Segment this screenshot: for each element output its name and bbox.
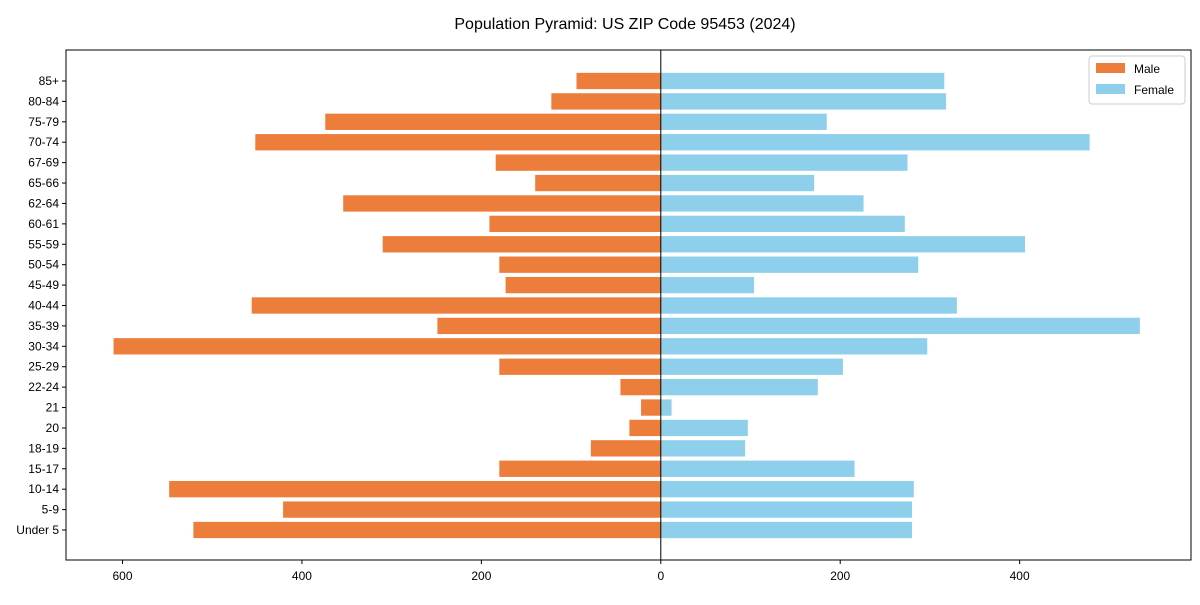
y-tick-label: 22-24 [28,380,59,394]
x-tick-label: 600 [113,569,133,583]
bar-male-Under 5 [193,521,661,539]
bar-female-22-24 [660,378,818,396]
y-tick-label: 55-59 [28,237,59,251]
bar-male-60-61 [489,215,661,233]
bar-male-15-17 [499,460,661,477]
bar-female-65-66 [660,174,815,192]
bar-male-75-79 [325,113,661,130]
bar-male-20 [629,419,661,437]
x-tick-label: 200 [471,569,491,583]
bar-male-85+ [576,72,661,90]
bar-male-30-34 [113,338,661,355]
bar-female-18-19 [660,440,746,457]
bar-male-18-19 [590,440,661,457]
x-tick-label: 400 [292,569,312,583]
bar-male-67-69 [495,154,661,171]
y-tick-label: 75-79 [28,115,59,129]
y-tick-label: Under 5 [16,523,59,537]
bar-female-67-69 [660,154,908,171]
x-tick-label: 400 [1010,569,1030,583]
legend-label-male: Male [1134,62,1160,76]
y-tick-label: 85+ [39,74,59,88]
chart-title: Population Pyramid: US ZIP Code 95453 (2… [454,16,795,33]
bar-male-21 [641,399,661,416]
y-tick-label: 5-9 [42,503,60,517]
bar-male-5-9 [283,501,661,518]
y-tick-label: 62-64 [28,196,59,210]
bar-female-62-64 [660,195,864,212]
legend-swatch-male [1096,63,1125,73]
legend-label-female: Female [1134,83,1174,97]
y-tick-label: 25-29 [28,360,59,374]
bar-female-21 [660,399,672,416]
legend-swatch-female [1096,84,1125,94]
bar-female-75-79 [660,113,827,130]
bar-female-85+ [660,72,945,90]
bar-female-30-34 [660,338,928,355]
bar-female-60-61 [660,215,905,233]
y-tick-label: 21 [46,401,60,415]
y-tick-label: 60-61 [28,217,59,231]
bar-female-80-84 [660,93,947,110]
bar-female-70-74 [660,134,1090,151]
bar-male-80-84 [551,93,661,110]
y-tick-label: 18-19 [28,441,59,455]
bar-male-50-54 [499,256,661,273]
bar-female-15-17 [660,460,855,477]
bar-female-5-9 [660,501,912,518]
bar-male-40-44 [251,297,661,314]
y-tick-label: 45-49 [28,278,59,292]
bar-female-20 [660,419,748,437]
y-tick-label: 15-17 [28,462,59,476]
y-tick-label: 10-14 [28,482,59,496]
bar-female-45-49 [660,276,755,294]
bar-female-50-54 [660,256,919,273]
bar-male-35-39 [437,317,661,335]
y-tick-label: 65-66 [28,176,59,190]
y-tick-label: 50-54 [28,258,59,272]
y-tick-label: 70-74 [28,135,59,149]
y-tick-label: 30-34 [28,339,59,353]
bar-female-Under 5 [660,521,912,539]
x-tick-label: 200 [830,569,850,583]
bar-male-62-64 [343,195,661,212]
bar-female-25-29 [660,358,843,375]
bar-female-40-44 [660,297,957,314]
bar-male-25-29 [499,358,661,375]
y-tick-label: 35-39 [28,319,59,333]
y-tick-label: 20 [46,421,60,435]
bar-male-55-59 [382,236,661,253]
bar-female-35-39 [660,317,1140,335]
y-tick-label: 80-84 [28,94,59,108]
plot-frame [65,49,1192,561]
legend: Male Female [1088,55,1186,105]
bar-male-10-14 [169,481,661,498]
x-tick-label: 0 [657,569,664,583]
bar-male-45-49 [505,276,661,294]
bar-male-70-74 [255,134,661,151]
y-tick-label: 40-44 [28,299,59,313]
bar-female-10-14 [660,481,914,498]
bar-male-22-24 [620,378,661,396]
bar-male-65-66 [535,174,661,192]
bar-female-55-59 [660,236,1026,253]
y-tick-label: 67-69 [28,156,59,170]
